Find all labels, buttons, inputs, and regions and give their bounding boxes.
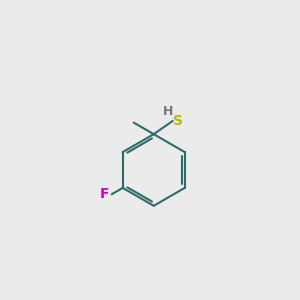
Text: F: F — [100, 187, 109, 201]
Text: S: S — [173, 114, 183, 128]
Text: H: H — [163, 105, 174, 118]
